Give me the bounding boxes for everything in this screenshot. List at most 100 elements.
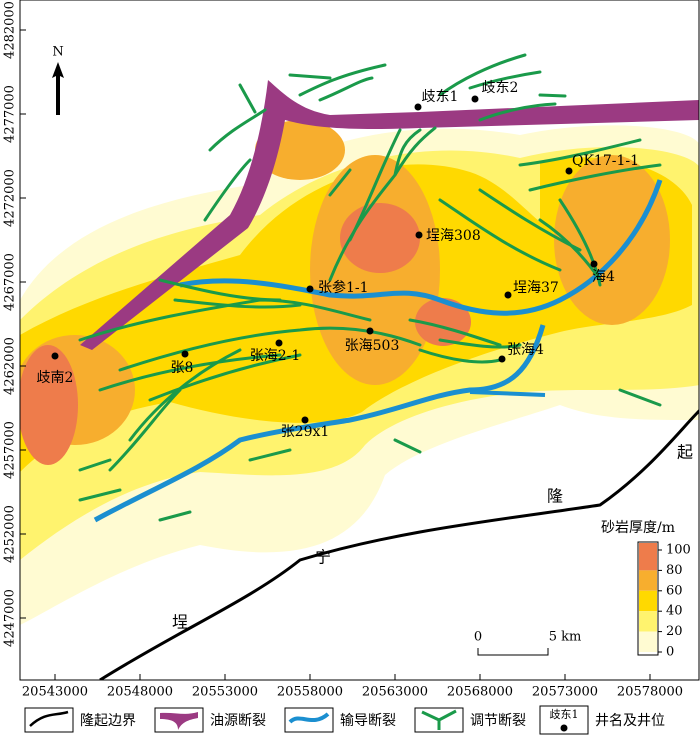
boundary-line	[99, 408, 699, 680]
legend-transport-icon	[288, 712, 330, 724]
y-tick-label: 4252000	[3, 505, 18, 563]
adjust-fault	[393, 128, 422, 177]
adjust-fault	[78, 298, 372, 342]
well-dot	[414, 103, 422, 111]
adjust-fault	[78, 458, 112, 472]
adjust-fault	[173, 298, 302, 309]
y-tick-label: 4257000	[3, 421, 18, 479]
legend-source-icon	[160, 712, 198, 730]
adjust-fault	[528, 163, 662, 192]
colorbar-tick-label: 80	[666, 563, 683, 578]
well-label: QK17-1-1	[572, 153, 639, 169]
colorbar-band	[639, 570, 657, 591]
transport-fault	[469, 390, 546, 397]
legend-label: 隆起边界	[80, 713, 136, 729]
adjust-fault	[348, 128, 402, 242]
map-frame	[19, 0, 700, 681]
adjust-fault	[478, 102, 557, 122]
thickness-100	[415, 298, 471, 346]
well-label: 埕海37	[513, 280, 559, 296]
x-tick-label: 20558000	[277, 685, 343, 700]
y-tick-label: 4267000	[3, 253, 18, 311]
transport-fault	[93, 324, 546, 523]
adjust-fault	[298, 63, 387, 97]
faults	[78, 53, 699, 680]
legend: 歧东1 井名及井位	[0, 700, 700, 739]
source-fault	[80, 80, 699, 350]
legend-box	[414, 707, 464, 733]
scale-end: 5 km	[549, 630, 582, 645]
legend-boundary-icon	[29, 710, 69, 727]
adjust-fault	[208, 108, 267, 152]
well-dot	[275, 339, 283, 347]
transport-fault	[179, 179, 663, 316]
well-label: 张8	[171, 360, 194, 376]
y-tick-label: 4277000	[3, 85, 18, 143]
north-arrow-shape	[52, 62, 64, 115]
adjust-fault	[328, 126, 437, 282]
well-label: 张海503	[345, 338, 400, 354]
adjust-fault	[408, 318, 502, 347]
well-dot	[504, 291, 512, 299]
adjust-fault	[158, 278, 282, 302]
adjust-fault	[393, 438, 422, 454]
colorbar-tick-label: 40	[666, 604, 683, 619]
legend-label: 输导断裂	[340, 713, 396, 729]
north-arrow: N	[52, 45, 64, 115]
colorbar-band	[639, 631, 657, 652]
north-label: N	[52, 45, 63, 60]
scale-bar-line	[477, 648, 549, 656]
y-tick-label: 4247000	[3, 589, 18, 647]
x-tick-label: 20553000	[192, 685, 258, 700]
adjust-fault	[438, 53, 527, 97]
well-dot	[565, 167, 573, 175]
legend-box	[24, 707, 74, 733]
adjust-fault	[78, 488, 122, 502]
well-label: 歧东1	[422, 89, 459, 105]
x-tick-label: 20568000	[447, 685, 513, 700]
region-label: 隆	[547, 487, 563, 506]
thickness-100	[20, 345, 78, 465]
scale-start: 0	[474, 630, 482, 645]
well-dot	[301, 416, 309, 424]
well-dot	[590, 260, 598, 268]
adjust-fault	[128, 348, 242, 442]
region-label: 埕	[172, 613, 188, 632]
adjust-fault	[118, 326, 422, 372]
well-label: 海4	[592, 269, 615, 285]
thickness-layers	[20, 120, 699, 625]
adjust-fault	[438, 338, 522, 349]
legend-box	[154, 707, 204, 733]
y-tick-label: 4272000	[3, 169, 18, 227]
thickness-80	[554, 155, 670, 325]
well-label: 张海4	[507, 342, 544, 358]
y-tick-label: 4282000	[3, 1, 18, 59]
x-tick-label: 20548000	[107, 685, 173, 700]
y-tick-label: 4262000	[3, 337, 18, 395]
legend-label: 调节断裂	[470, 713, 526, 729]
adjust-fault	[108, 388, 182, 472]
well-dot	[415, 231, 423, 239]
scale-bar: 0 5 km	[474, 630, 581, 656]
region-label: 宁	[315, 548, 331, 567]
well-dot	[306, 285, 314, 293]
adjust-fault	[618, 388, 662, 407]
adjust-fault	[418, 348, 502, 364]
legend-adjust-icon	[421, 709, 457, 730]
x-tick-label: 20563000	[362, 685, 428, 700]
colorbar-tick-label: 100	[666, 543, 691, 558]
colorbar-band	[639, 543, 657, 571]
region-label: 起	[677, 443, 693, 462]
well-dot	[51, 352, 59, 360]
adjust-fault	[203, 158, 252, 222]
legend-well-label: 井名及井位	[595, 713, 665, 729]
well-label: 张参1-1	[318, 279, 369, 296]
well-label: 歧东2	[482, 80, 519, 96]
well-dot	[498, 355, 506, 363]
legend-label: 油源断裂	[210, 713, 266, 729]
colorbar-tick-label: 0	[666, 645, 674, 660]
adjust-fault	[438, 198, 562, 272]
